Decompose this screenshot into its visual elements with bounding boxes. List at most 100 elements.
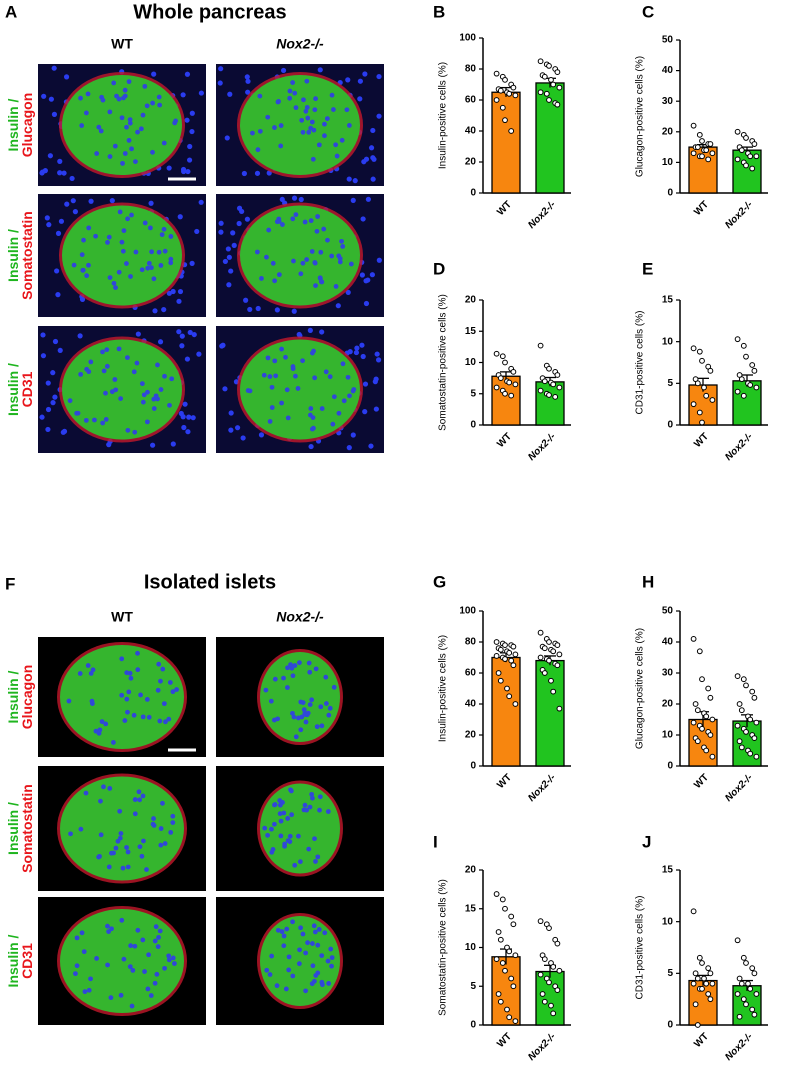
data-point <box>705 685 712 692</box>
data-point <box>740 996 747 1003</box>
nucleus <box>257 128 263 134</box>
nucleus <box>290 973 296 979</box>
data-point <box>510 662 517 669</box>
nucleus <box>309 350 315 356</box>
data-point <box>740 954 747 961</box>
nucleus <box>78 826 84 832</box>
data-point <box>707 732 714 738</box>
data-point <box>709 716 716 723</box>
data-point <box>556 967 563 974</box>
nucleus <box>104 363 110 369</box>
nucleus <box>346 176 352 182</box>
x-tick-label: Nox2-/- <box>723 772 755 804</box>
data-point <box>537 918 544 925</box>
nucleus <box>280 222 285 227</box>
nucleus <box>346 123 352 128</box>
nucleus <box>265 832 271 838</box>
nucleus <box>52 338 59 345</box>
nucleus <box>124 261 129 266</box>
nucleus <box>126 79 132 85</box>
nucleus <box>137 844 143 850</box>
nucleus <box>376 113 382 119</box>
data-point <box>703 147 710 154</box>
nucleus <box>110 740 116 745</box>
data-point <box>506 90 513 97</box>
nucleus <box>136 789 142 795</box>
nucleus <box>135 667 141 673</box>
data-point <box>493 891 500 897</box>
nucleus <box>155 687 161 693</box>
nucleus <box>140 112 146 118</box>
nucleus <box>107 786 113 791</box>
data-point <box>705 965 712 972</box>
nucleus <box>269 405 275 410</box>
data-point <box>734 388 741 395</box>
nucleus <box>298 196 304 203</box>
nucleus <box>180 92 186 98</box>
nucleus <box>224 135 230 141</box>
nucleus <box>144 419 150 425</box>
nucleus <box>185 429 191 435</box>
nucleus <box>179 343 185 349</box>
nucleus <box>348 261 354 267</box>
nucleus <box>272 802 277 808</box>
nucleus <box>304 257 310 262</box>
nucleus <box>254 249 260 255</box>
nucleus <box>121 95 126 101</box>
nucleus <box>158 387 164 392</box>
nucleus <box>68 831 73 837</box>
nucleus <box>301 807 307 813</box>
data-point <box>751 367 758 374</box>
x-tick-label: Nox2-/- <box>526 772 558 804</box>
nucleus <box>376 257 382 263</box>
nucleus <box>299 117 305 123</box>
data-point <box>539 991 546 997</box>
nucleus <box>162 965 167 971</box>
nucleus <box>277 811 283 817</box>
nucleus <box>296 833 301 839</box>
data-point <box>751 735 758 741</box>
nucleus <box>67 398 73 404</box>
nucleus <box>344 107 350 113</box>
nucleus <box>173 118 179 124</box>
nucleus <box>283 986 289 992</box>
x-tick-label: Nox2-/- <box>723 1031 755 1063</box>
x-tick-label: Nox2-/- <box>723 431 755 463</box>
nucleus <box>52 394 58 400</box>
nucleus <box>286 967 292 973</box>
nucleus <box>150 149 155 155</box>
data-point <box>740 676 747 683</box>
nucleus <box>57 158 63 164</box>
nucleus <box>119 656 125 662</box>
data-point <box>692 1001 699 1008</box>
nucleus <box>187 329 193 336</box>
nucleus <box>98 832 104 838</box>
nucleus <box>298 271 304 277</box>
nucleus <box>285 415 291 421</box>
nucleus <box>167 402 172 408</box>
y-tick-label: 5 <box>667 968 673 979</box>
panel-label: A <box>5 2 17 21</box>
data-point <box>690 719 697 726</box>
nucleus <box>144 867 149 872</box>
data-point <box>699 725 705 732</box>
nucleus <box>155 396 160 402</box>
nucleus <box>281 943 287 949</box>
nucleus <box>138 126 144 132</box>
data-point <box>707 970 714 977</box>
nucleus <box>94 151 100 156</box>
nucleus <box>117 808 123 814</box>
nucleus <box>47 153 53 159</box>
nucleus <box>318 249 324 255</box>
nucleus <box>166 716 172 722</box>
nucleus <box>313 973 319 978</box>
nucleus <box>274 219 280 225</box>
nucleus <box>100 97 106 103</box>
nucleus <box>152 308 158 314</box>
data-point <box>751 694 758 701</box>
nucleus <box>88 976 93 982</box>
nucleus <box>57 170 63 176</box>
nucleus <box>61 428 68 434</box>
nucleus <box>130 967 136 973</box>
nucleus <box>370 155 376 161</box>
